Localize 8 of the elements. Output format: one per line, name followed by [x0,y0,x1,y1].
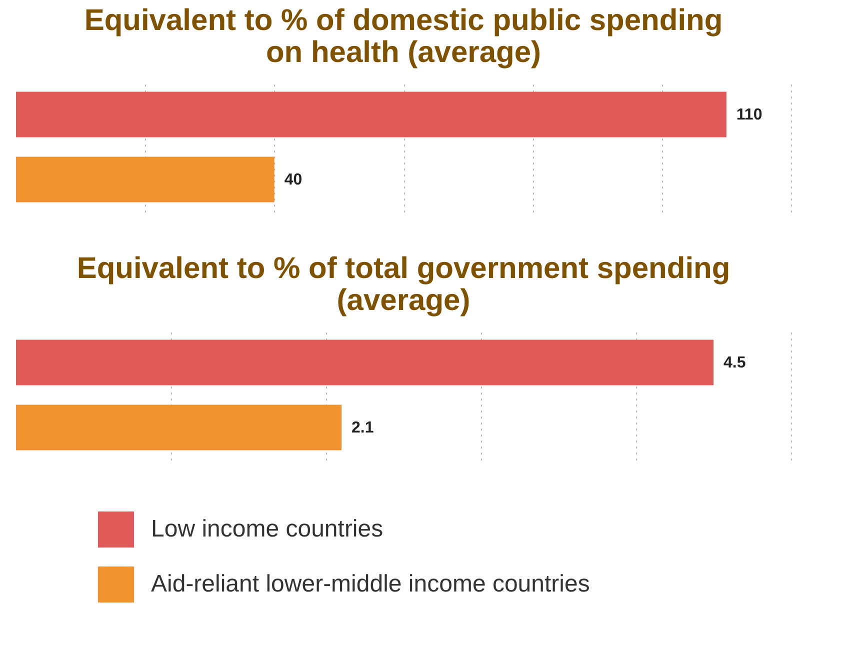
data-label: 2.1 [352,420,374,436]
data-label: 40 [284,172,302,188]
chart-title: Equivalent to % of total government spending (average) [76,252,730,317]
legend-label: Aid-reliant lower-middle income countries [151,570,590,598]
chart-title: Equivalent to % of domestic public spending on health (average) [84,4,723,69]
data-label: 4.5 [724,354,746,372]
data-label: 110 [736,106,762,124]
legend-label: Low income countries [151,516,384,542]
